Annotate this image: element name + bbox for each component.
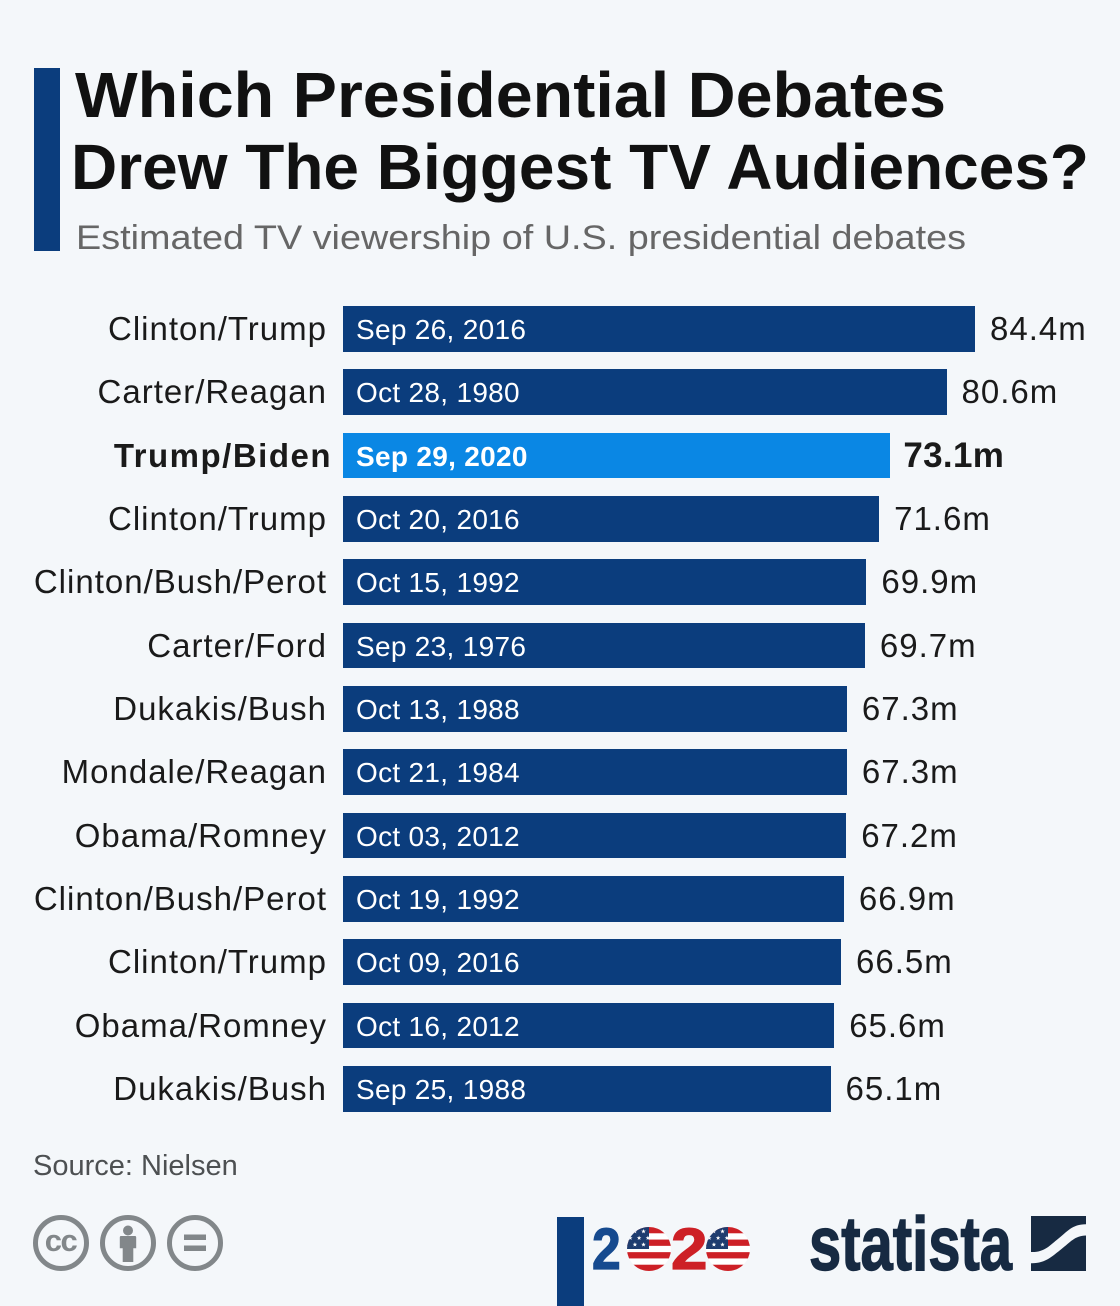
svg-text:statista: statista — [809, 1202, 1013, 1286]
svg-text:Which Presidential Debates: Which Presidential Debates — [75, 59, 946, 131]
svg-text:cc: cc — [45, 1223, 78, 1258]
svg-text:Estimated TV viewership of U.S: Estimated TV viewership of U.S. presiden… — [76, 219, 966, 257]
svg-text:Drew The Biggest TV Audiences?: Drew The Biggest TV Audiences? — [71, 131, 1089, 203]
